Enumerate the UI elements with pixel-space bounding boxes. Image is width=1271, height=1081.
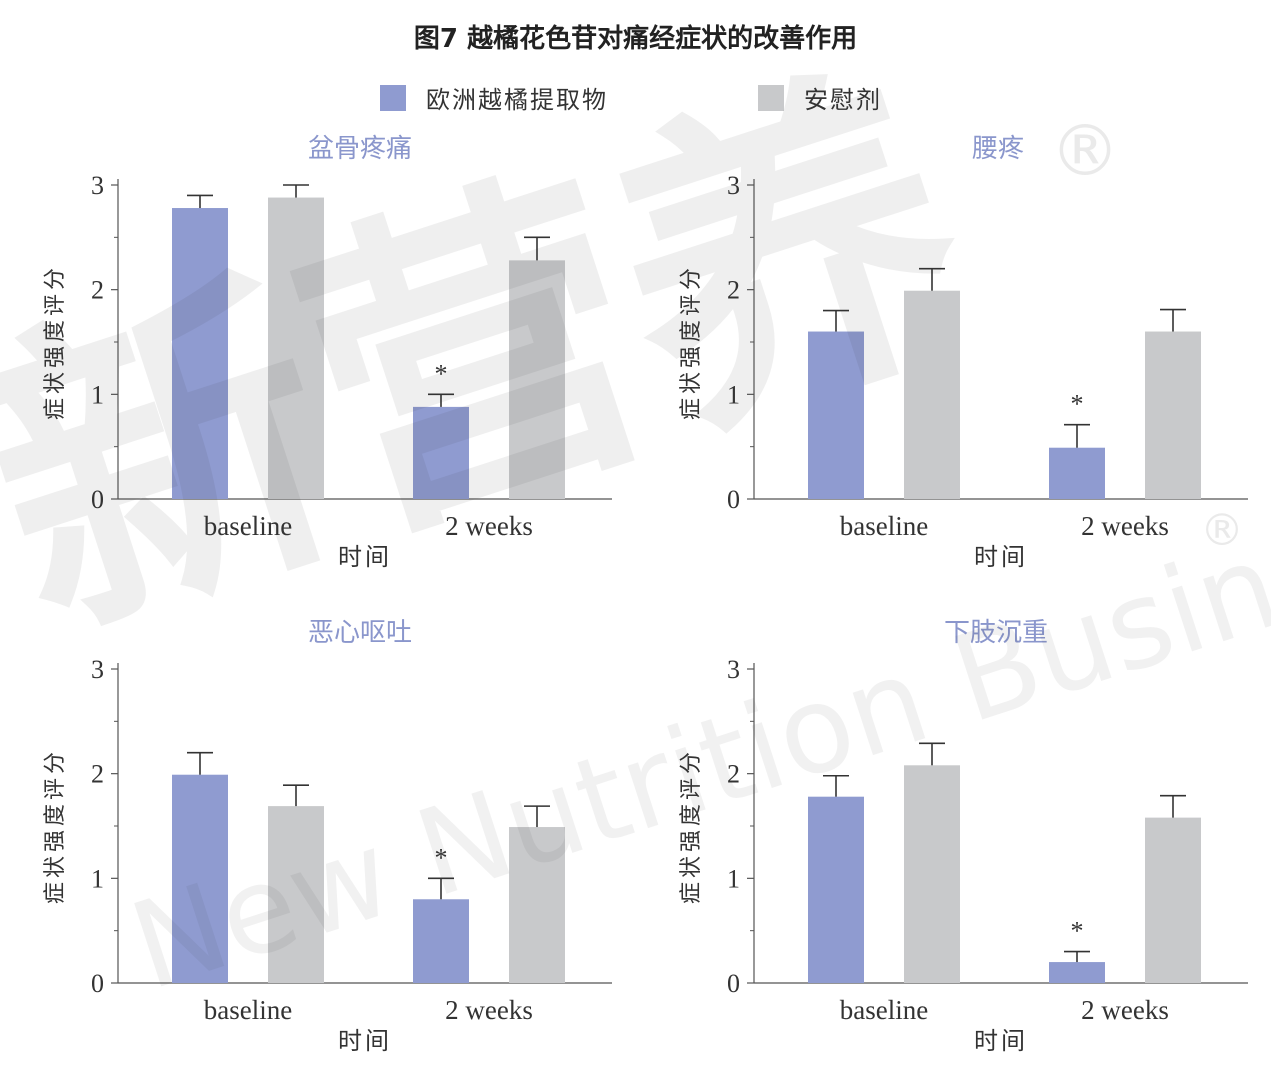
y-tick-label: 0 [727,969,740,998]
x-tick-label: 2 weeks [1081,995,1169,1025]
y-tick-label: 2 [727,276,740,305]
panel-title: 盆骨疼痛 [308,134,413,164]
chart-panel-pelvic-pain: 盆骨疼痛 0 1 2 3 症状强度评分 baseline 2 weeks * 时间 [0,128,620,578]
significance-marker: * [435,843,448,872]
y-tick-label: 0 [91,969,104,998]
y-tick-label: 3 [91,171,104,200]
bar [413,899,469,983]
x-axis-label: 时间 [338,1027,392,1055]
y-axis-label: 症状强度评分 [43,264,68,420]
panel-title: 腰疼 [972,134,1025,164]
legend: 欧洲越橘提取物 安慰剂 [0,80,1271,114]
bar [172,208,228,499]
chart-panel-back-pain: 腰疼 0 1 2 3 症状强度评分 baseline 2 weeks * 时间 [636,128,1256,578]
bar-chart: 0 1 2 3 症状强度评分 baseline 2 weeks * 时间 [679,655,1248,1055]
bar-chart: 0 1 2 3 症状强度评分 baseline 2 weeks * 时间 [43,171,612,571]
x-axis-label: 时间 [974,543,1028,571]
x-tick-label: baseline [840,511,928,541]
bar [1145,331,1201,499]
panel-title: 恶心呕吐 [308,618,413,648]
bar [1049,447,1105,499]
x-tick-label: baseline [840,995,928,1025]
x-tick-label: 2 weeks [445,511,533,541]
y-axis-label: 症状强度评分 [43,748,68,904]
bar [808,331,864,499]
y-tick-label: 3 [727,655,740,684]
legend-item-extract: 欧洲越橘提取物 [380,80,608,115]
y-tick-label: 2 [727,760,740,789]
bar [268,806,324,983]
bar-chart: 0 1 2 3 症状强度评分 baseline 2 weeks * 时间 [679,171,1248,571]
y-tick-label: 1 [91,380,104,409]
legend-item-placebo: 安慰剂 [758,80,882,115]
y-tick-label: 2 [91,276,104,305]
x-axis-label: 时间 [338,543,392,571]
y-tick-label: 1 [727,380,740,409]
y-tick-label: 0 [727,485,740,514]
x-axis-label: 时间 [974,1027,1028,1055]
bar [509,260,565,499]
legend-swatch-placebo [758,84,784,111]
bar [808,796,864,983]
y-axis-label: 症状强度评分 [679,748,704,904]
figure-title: 图7 越橘花色苷对痛经症状的改善作用 [413,24,858,54]
bar [268,197,324,499]
y-tick-label: 0 [91,485,104,514]
significance-marker: * [1071,917,1084,946]
bar-chart: 0 1 2 3 症状强度评分 baseline 2 weeks * 时间 [43,655,612,1055]
bar [509,827,565,983]
bar [904,765,960,983]
y-tick-label: 2 [91,760,104,789]
legend-label-placebo: 安慰剂 [804,86,882,114]
y-tick-label: 1 [727,864,740,893]
bar [904,290,960,499]
x-tick-label: baseline [204,511,292,541]
x-tick-label: baseline [204,995,292,1025]
y-tick-label: 3 [727,171,740,200]
bar [413,406,469,499]
panel-title: 下肢沉重 [944,618,1049,648]
x-tick-label: 2 weeks [1081,511,1169,541]
y-axis-label: 症状强度评分 [679,264,704,420]
chart-panel-nausea: 恶心呕吐 0 1 2 3 症状强度评分 baseline 2 weeks * 时间 [0,612,620,1062]
y-tick-label: 3 [91,655,104,684]
significance-marker: * [1071,390,1084,419]
significance-marker: * [435,359,448,388]
legend-label-extract: 欧洲越橘提取物 [426,86,608,114]
legend-swatch-extract [380,84,406,111]
bar [1145,817,1201,983]
y-tick-label: 1 [91,864,104,893]
bar [1049,962,1105,983]
bar [172,774,228,983]
x-tick-label: 2 weeks [445,995,533,1025]
chart-panel-leg-heaviness: 下肢沉重 0 1 2 3 症状强度评分 baseline 2 weeks * 时间 [636,612,1256,1062]
